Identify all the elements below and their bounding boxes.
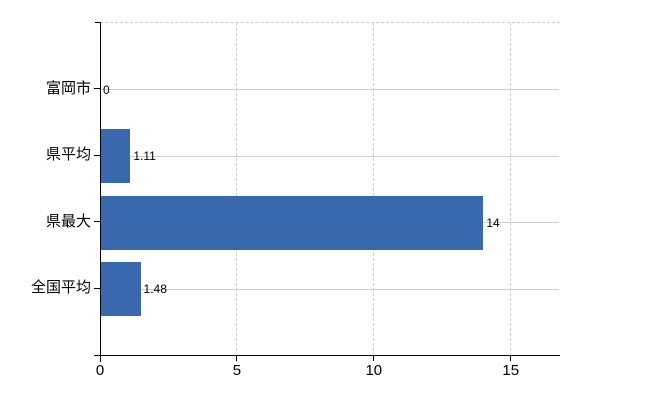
y-axis-tick: [94, 154, 100, 156]
x-axis-tick-label: 5: [232, 362, 242, 379]
bar-value-label: 14: [486, 215, 500, 230]
bar: [100, 262, 141, 317]
y-axis-line: [100, 22, 101, 362]
y-axis-tick: [94, 287, 100, 289]
category-gridline: [100, 89, 559, 91]
x-axis-tick-label: 0: [95, 362, 105, 379]
bar: [100, 129, 131, 184]
x-axis-tick: [236, 355, 238, 361]
category-label: 富岡市: [45, 79, 91, 97]
x-axis-tick-label: 15: [502, 362, 520, 379]
bar-value-label: 0: [103, 82, 110, 97]
category-label: 県平均: [45, 146, 91, 164]
category-label: 全国平均: [30, 279, 91, 297]
vertical-gridline: [373, 23, 375, 356]
category-gridline: [100, 288, 559, 290]
y-axis-tick: [94, 221, 100, 223]
y-axis-tick: [94, 88, 100, 90]
y-axis-top-tick: [95, 22, 100, 23]
x-axis-tick-label: 10: [365, 362, 383, 379]
vertical-gridline: [236, 23, 238, 356]
bar: [100, 195, 484, 250]
bar-value-label: 1.11: [133, 149, 156, 164]
plot-area: 0 1.11 14 1.48: [100, 22, 560, 356]
x-axis-line: [94, 355, 560, 356]
category-label: 県最大: [45, 212, 91, 230]
x-axis-tick: [373, 355, 375, 361]
bar-value-label: 1.48: [143, 282, 167, 297]
x-axis-tick: [99, 355, 101, 361]
category-gridline: [100, 155, 559, 157]
vertical-gridline: [510, 23, 512, 356]
x-axis-tick: [510, 355, 512, 361]
